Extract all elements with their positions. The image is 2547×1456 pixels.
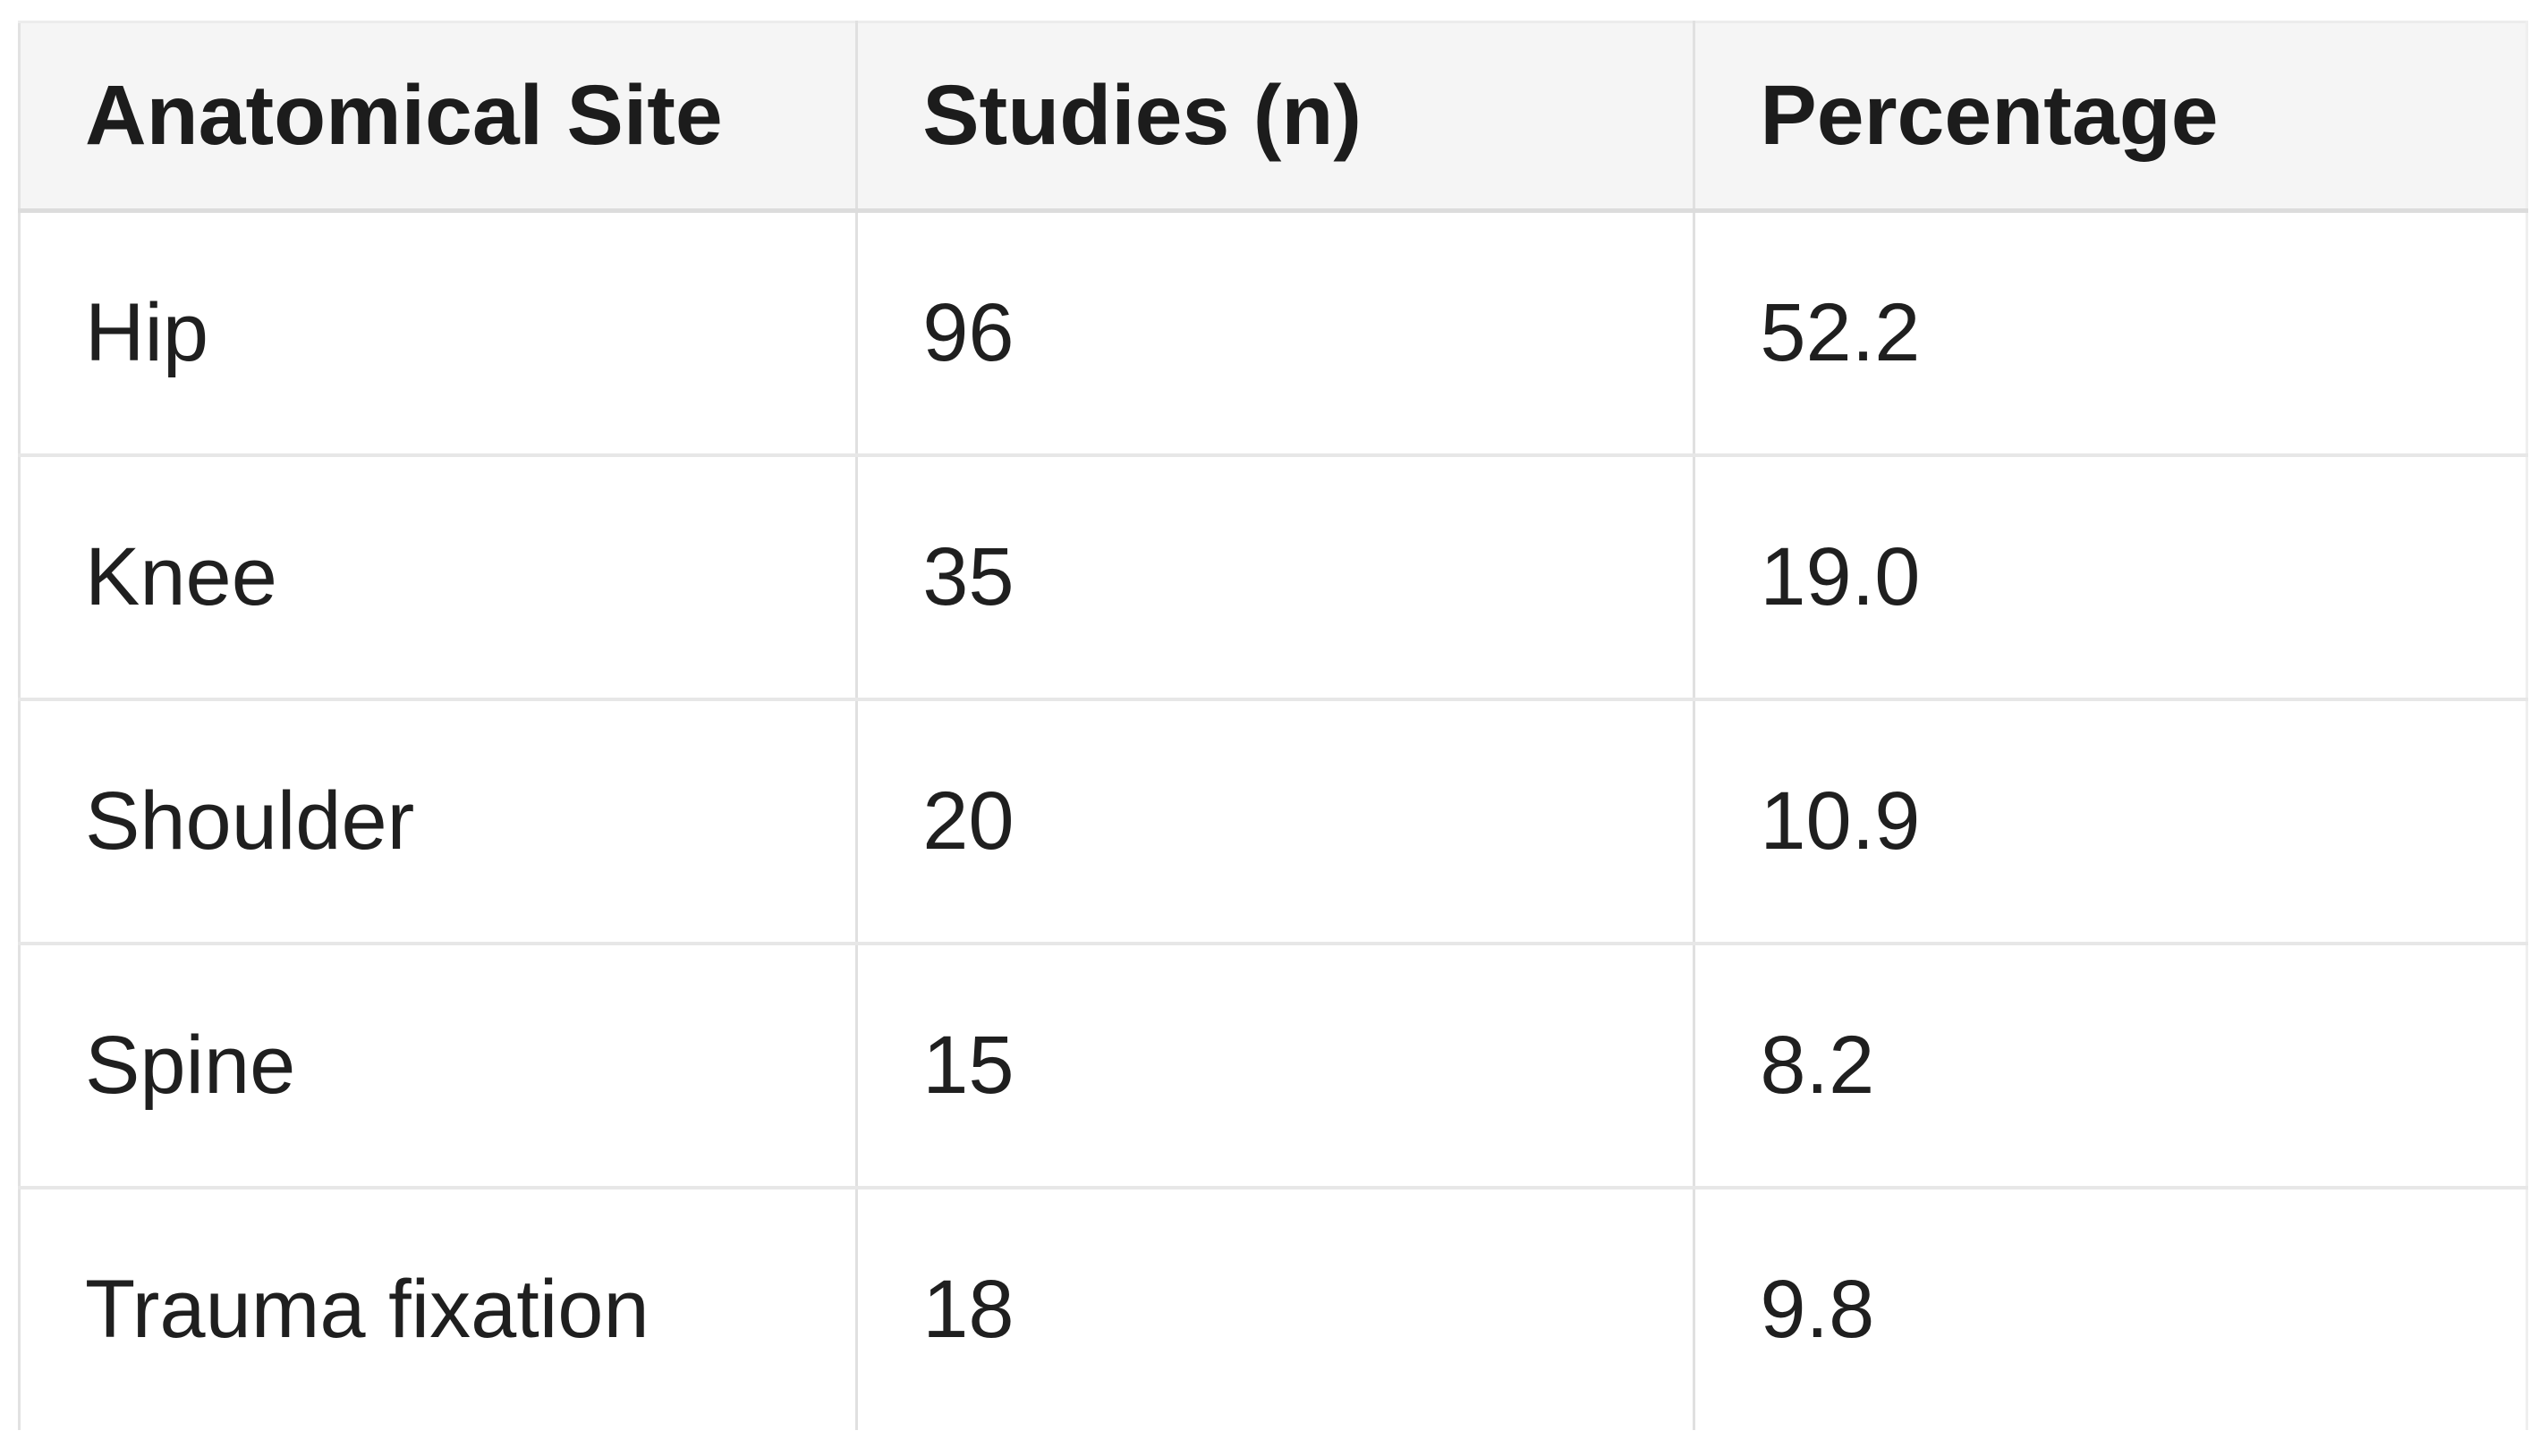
cell-studies: 15	[855, 942, 1694, 1188]
table-row: Hip 96 52.2	[19, 210, 2527, 455]
cell-studies: 96	[855, 210, 1694, 455]
table-row: Knee 35 19.0	[19, 453, 2527, 699]
cell-site: Hip	[19, 210, 857, 455]
cell-site: Trauma fixation	[19, 1186, 857, 1430]
table-row: Spine 15 8.2	[19, 942, 2527, 1188]
table-header-row: Anatomical Site Studies (n) Percentage	[19, 21, 2527, 213]
cell-studies: 20	[855, 698, 1694, 944]
table-header: Anatomical Site Studies (n) Percentage	[19, 21, 2527, 213]
cell-percentage: 8.2	[1693, 942, 2527, 1188]
table-row: Shoulder 20 10.9	[19, 698, 2527, 944]
cell-site: Knee	[19, 453, 857, 699]
header-percentage: Percentage	[1693, 21, 2527, 213]
cell-percentage: 52.2	[1693, 210, 2527, 455]
header-studies-n: Studies (n)	[855, 21, 1694, 213]
cell-percentage: 9.8	[1693, 1186, 2527, 1430]
table-row: Trauma fixation 18 9.8	[19, 1186, 2527, 1430]
anatomical-site-table-container: Anatomical Site Studies (n) Percentage H…	[18, 21, 2528, 1430]
anatomical-site-table: Anatomical Site Studies (n) Percentage H…	[18, 21, 2528, 1430]
header-anatomical-site: Anatomical Site	[19, 21, 857, 213]
table-body: Hip 96 52.2 Knee 35 19.0 Shoulder 20 10.…	[19, 210, 2527, 1430]
cell-site: Shoulder	[19, 698, 857, 944]
cell-percentage: 19.0	[1693, 453, 2527, 699]
cell-percentage: 10.9	[1693, 698, 2527, 944]
cell-site: Spine	[19, 942, 857, 1188]
cell-studies: 35	[855, 453, 1694, 699]
cell-studies: 18	[855, 1186, 1694, 1430]
